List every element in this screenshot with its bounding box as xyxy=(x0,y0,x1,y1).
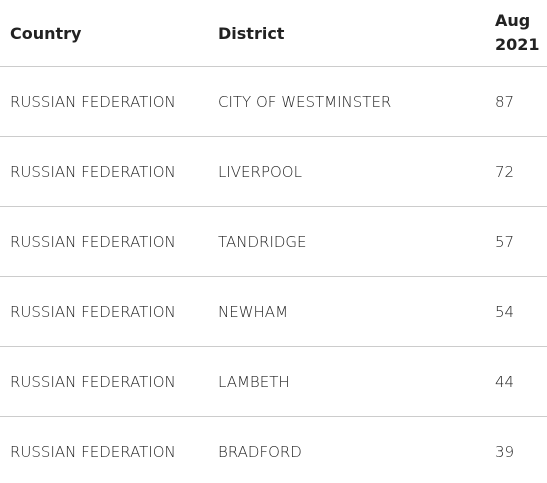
table-cell: 87 xyxy=(485,66,547,137)
table-cell: BRADFORD xyxy=(218,442,302,461)
table-cell: RUSSIAN FEDERATION xyxy=(10,442,176,461)
table-body: RUSSIAN FEDERATION CITY OF WESTMINSTER 87 R… xyxy=(0,66,547,483)
header-cell: Aug 2021 xyxy=(485,0,547,67)
table-cell: RUSSIAN FEDERATION xyxy=(0,346,208,417)
table-header: Country District Aug 2021 xyxy=(0,0,547,67)
table-row: RUSSIAN FEDERATION NEWHAM 54 xyxy=(0,276,547,347)
table-row: RUSSIAN FEDERATION TANDRIDGE 57 xyxy=(0,206,547,277)
table-cell: TANDRIDGE xyxy=(208,206,485,277)
table-cell: NEWHAM xyxy=(208,276,485,347)
table-cell: 44 xyxy=(485,346,547,417)
table-cell: 57 xyxy=(485,206,547,277)
table-cell: RUSSIAN FEDERATION xyxy=(0,276,208,347)
table-cell: LAMBETH xyxy=(208,346,485,417)
header-cell: Country xyxy=(0,0,208,67)
header-row: Country District Aug 2021 xyxy=(0,0,547,67)
table-cell: 54 xyxy=(485,276,547,347)
table-cell: RUSSIAN FEDERATION xyxy=(0,66,208,137)
header-cell: District xyxy=(208,0,485,67)
table-cell: 39 xyxy=(495,442,515,461)
table-cell: LIVERPOOL xyxy=(208,136,485,207)
table-row: RUSSIAN FEDERATION LIVERPOOL 72 xyxy=(0,136,547,207)
table-cell: RUSSIAN FEDERATION xyxy=(0,206,208,277)
table-cell: RUSSIAN FEDERATION xyxy=(0,136,208,207)
table-cell: CITY OF WESTMINSTER xyxy=(208,66,485,137)
table-row: RUSSIAN FEDERATION LAMBETH 44 xyxy=(0,346,547,417)
table-cell: 72 xyxy=(485,136,547,207)
table-row: RUSSIAN FEDERATION CITY OF WESTMINSTER 87 xyxy=(0,66,547,137)
table-row: RUSSIAN FEDERATION BRADFORD 39 xyxy=(0,417,547,483)
